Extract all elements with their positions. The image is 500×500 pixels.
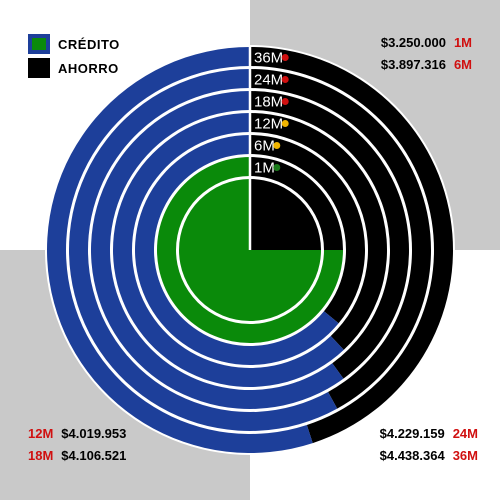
corner-row: $3.897.316 6M — [381, 53, 472, 75]
ring-status-dot-18M — [281, 98, 289, 105]
legend: CRÉDITO AHORRO — [28, 32, 120, 80]
ring-status-dot-1M — [273, 164, 281, 171]
ring-label-1M: 1M — [254, 160, 275, 177]
ring-ahorro-arc-18M — [250, 91, 409, 379]
legend-label-credito: CRÉDITO — [58, 36, 120, 52]
ring-ahorro-arc-36M — [250, 47, 453, 444]
ring-status-dot-12M — [281, 120, 289, 127]
ring-credito-arc-6M — [134, 135, 339, 365]
ring-status-dot-36M — [281, 54, 289, 61]
term-label: 36M — [452, 447, 478, 463]
ring-ahorro-arc-6M — [250, 135, 365, 324]
corner-row: $4.438.364 36M — [380, 444, 478, 466]
ring-label-12M: 12M — [254, 116, 283, 133]
term-label: 18M — [28, 447, 54, 463]
ring-credito-arc-18M — [90, 91, 344, 410]
corner-row: 18M $4.106.521 — [28, 444, 126, 466]
legend-item-credito: CRÉDITO — [28, 32, 120, 56]
term-label: 6M — [453, 56, 472, 72]
amount-value: $3.250.000 — [380, 34, 446, 50]
amount-value: $4.229.159 — [379, 425, 445, 441]
credito-swatch — [28, 34, 50, 54]
corner-row: $3.250.000 1M — [381, 31, 472, 53]
corner-row: 12M $4.019.953 — [28, 422, 126, 444]
term-label: 12M — [28, 425, 54, 441]
ring-ahorro-arc-24M — [250, 69, 432, 409]
amount-value: $4.019.953 — [61, 425, 127, 441]
ring-ahorro-arc-1M — [250, 157, 343, 250]
ring-label-36M: 36M — [254, 50, 283, 67]
ring-label-24M: 24M — [254, 72, 283, 89]
ring-ahorro-arc-12M — [250, 113, 388, 350]
corner-values-bottom-right: $4.229.159 24M $4.438.364 36M — [380, 422, 478, 466]
legend-item-ahorro: AHORRO — [28, 56, 120, 80]
ahorro-swatch — [28, 58, 50, 78]
ring-status-dot-24M — [281, 76, 289, 83]
ring-label-6M: 6M — [254, 138, 275, 155]
amount-value: $4.106.521 — [61, 447, 127, 463]
term-label: 24M — [452, 425, 478, 441]
corner-values-top-right: $3.250.000 1M $3.897.316 6M — [381, 31, 472, 75]
corner-values-bottom-left: 12M $4.019.953 18M $4.106.521 — [28, 422, 126, 466]
center-ahorro-slice — [250, 179, 321, 250]
ring-status-dot-6M — [273, 142, 281, 149]
corner-row: $4.229.159 24M — [380, 422, 478, 444]
ring-credito-arc-12M — [113, 113, 344, 388]
term-label: 1M — [453, 34, 472, 50]
amount-value: $3.897.316 — [380, 56, 446, 72]
ring-label-18M: 18M — [254, 94, 283, 111]
amount-value: $4.438.364 — [379, 447, 445, 463]
legend-label-ahorro: AHORRO — [58, 60, 119, 76]
